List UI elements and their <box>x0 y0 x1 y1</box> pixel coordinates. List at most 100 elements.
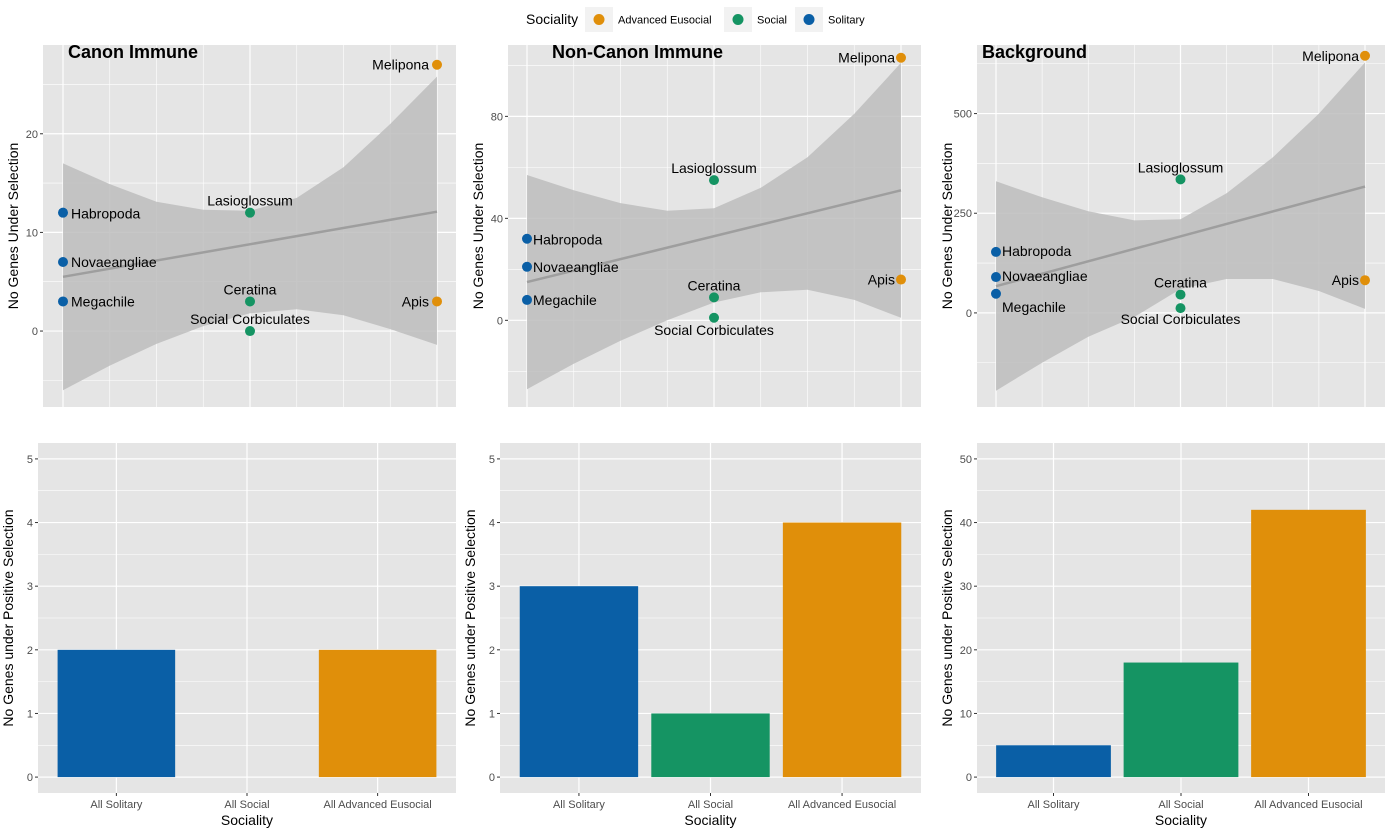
legend-label: Social <box>757 15 787 27</box>
y-tick-label: 5 <box>27 454 33 466</box>
data-point <box>1360 50 1370 61</box>
point-label: Ceratina <box>1154 275 1207 291</box>
data-point <box>1360 275 1370 286</box>
y-tick-label: 2 <box>489 645 495 657</box>
legend: Sociality Advanced Eusocial Social Solitary <box>526 7 865 32</box>
y-tick-label: 0 <box>32 326 38 338</box>
panel-title: Non-Canon Immune <box>552 42 723 62</box>
point-label: Melipona <box>838 50 895 66</box>
y-tick-label: 3 <box>27 581 33 593</box>
point-label: Lasioglossum <box>207 193 293 209</box>
y-axis-label: No Genes under Positive Selection <box>0 509 16 726</box>
scatter-panel: 0 10 20 No Genes Under Selection Habropoda No… <box>5 42 456 407</box>
data-point <box>432 296 442 307</box>
data-point <box>58 257 68 268</box>
x-axis-label: Sociality <box>684 812 736 828</box>
y-tick-label: 250 <box>954 208 972 220</box>
y-tick-label: 3 <box>489 581 495 593</box>
y-axis-label: No Genes under Positive Selection <box>462 509 478 726</box>
y-tick-label: 50 <box>960 454 972 466</box>
x-tick-label: All Advanced Eusocial <box>1254 799 1362 811</box>
point-label: Apis <box>868 272 895 288</box>
point-label: Megachile <box>1002 299 1066 315</box>
scatter-panel: 0 40 80 No Genes Under Selection Habropoda No… <box>470 42 921 407</box>
point-label: Habropoda <box>533 232 602 248</box>
legend-dot <box>732 14 744 25</box>
legend-title: Sociality <box>526 11 578 27</box>
legend-label: Advanced Eusocial <box>618 15 712 27</box>
y-tick-label: 0 <box>497 315 503 327</box>
y-tick-label: 20 <box>26 129 38 141</box>
legend-entry: Social <box>724 7 787 32</box>
data-point <box>522 261 532 272</box>
confidence-ribbon <box>996 62 1365 391</box>
point-label: Novaeangliae <box>1002 268 1088 284</box>
x-tick-label: All Solitary <box>90 799 142 811</box>
x-tick-label: All Solitary <box>553 799 605 811</box>
x-tick-label: All Advanced Eusocial <box>788 799 896 811</box>
y-tick-label: 1 <box>27 708 33 720</box>
y-tick-label: 0 <box>966 772 972 784</box>
panel-title: Background <box>982 42 1087 62</box>
data-point <box>1175 303 1186 314</box>
x-tick-label: All Solitary <box>1028 799 1080 811</box>
bar <box>782 522 902 778</box>
x-axis-label: Sociality <box>1155 812 1207 828</box>
point-label: Social Corbiculates <box>1121 311 1241 327</box>
bar <box>651 713 770 778</box>
data-point <box>709 312 719 323</box>
data-point <box>1175 174 1186 185</box>
data-point <box>991 272 1001 283</box>
x-axis-label: Sociality <box>221 812 273 828</box>
y-tick-label: 40 <box>960 518 972 530</box>
y-tick-label: 4 <box>489 518 495 530</box>
data-point <box>709 175 719 186</box>
point-label: Lasioglossum <box>1138 159 1224 175</box>
data-point <box>245 326 255 337</box>
bar-panel: 0 1 2 3 4 5 No Genes under Positive Selection A… <box>0 443 456 828</box>
y-tick-label: 5 <box>489 454 495 466</box>
bar <box>519 586 639 778</box>
y-tick-label: 40 <box>491 213 503 225</box>
trend-line <box>995 185 1366 288</box>
point-label: Lasioglossum <box>671 160 757 176</box>
legend-entry: Solitary <box>795 7 865 32</box>
y-axis-label: No Genes Under Selection <box>470 143 486 310</box>
point-label: Ceratina <box>224 281 277 297</box>
legend-dot <box>593 14 605 25</box>
trend-line <box>62 210 438 279</box>
bar <box>996 745 1111 778</box>
bar-panel: 0 1 2 3 4 5 No Genes under Positive Selection A… <box>462 443 921 828</box>
bar <box>57 649 176 778</box>
y-tick-label: 1 <box>489 708 495 720</box>
y-axis-label: No Genes Under Selection <box>939 143 955 310</box>
point-label: Novaeangliae <box>533 259 619 275</box>
x-tick-label: All Social <box>1158 799 1203 811</box>
data-point <box>58 207 68 218</box>
data-point <box>896 52 906 63</box>
y-tick-label: 0 <box>489 772 495 784</box>
x-tick-label: All Social <box>688 799 733 811</box>
y-axis-label: No Genes under Positive Selection <box>939 509 955 726</box>
point-label: Melipona <box>1302 48 1359 64</box>
y-tick-label: 80 <box>491 111 503 123</box>
point-label: Novaeangliae <box>71 254 157 270</box>
y-tick-label: 20 <box>960 645 972 657</box>
y-tick-label: 30 <box>960 581 972 593</box>
data-point <box>58 296 68 307</box>
legend-label: Solitary <box>828 15 865 27</box>
point-label: Habropoda <box>1002 243 1071 259</box>
data-point <box>991 288 1001 299</box>
data-point <box>522 233 532 244</box>
trend-line <box>526 189 902 284</box>
bar <box>1123 662 1239 778</box>
data-point <box>991 246 1001 257</box>
point-label: Apis <box>402 293 429 309</box>
y-tick-label: 10 <box>960 708 972 720</box>
confidence-ribbon <box>63 76 437 391</box>
point-label: Social Corbiculates <box>190 311 310 327</box>
bar-panel: 0 10 20 30 40 50 No Genes under Positive Selec… <box>939 443 1385 828</box>
point-label: Ceratina <box>688 277 741 293</box>
